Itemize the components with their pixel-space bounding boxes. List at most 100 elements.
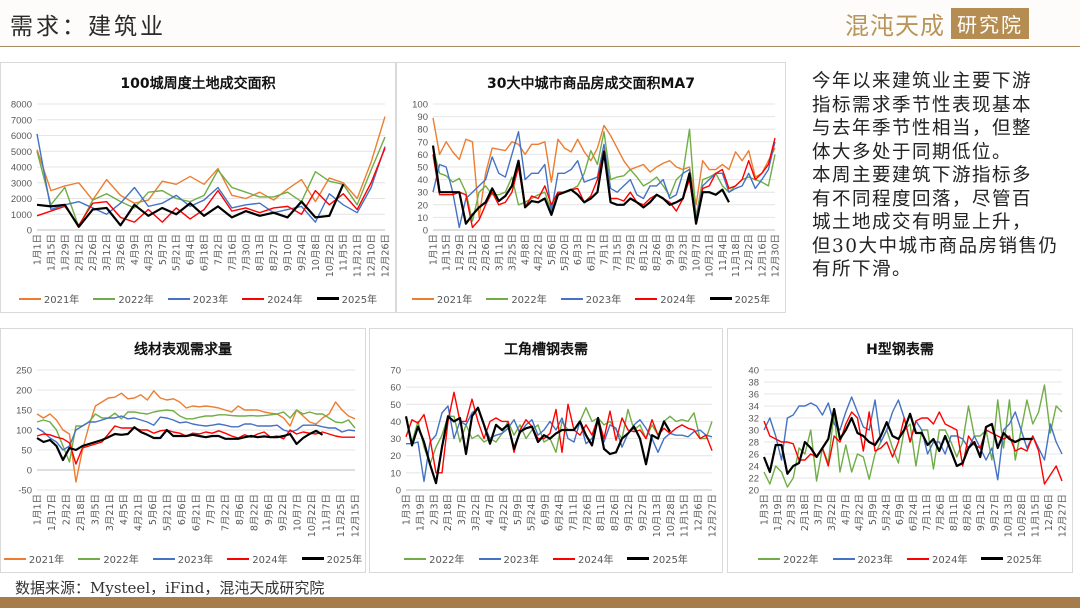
x-tick-label: 7月26日: [936, 494, 947, 531]
x-tick-label: 1月1日: [33, 234, 44, 265]
x-tick-label: 10月8日: [311, 234, 322, 271]
y-tick-label: -50: [18, 486, 32, 497]
y-tick-label: 10: [390, 468, 401, 479]
y-tick-label: 34: [748, 402, 759, 413]
series-line-2022: [36, 136, 386, 228]
legend-label: 2023年: [192, 295, 229, 306]
legend-item: 2025年: [709, 291, 770, 306]
commentary-line: 有所下滑。: [812, 259, 913, 280]
series-line-2025: [762, 407, 1033, 475]
series-line-2024: [36, 425, 355, 465]
legend-item: 2021年: [18, 291, 80, 306]
x-tick-label: 8月27日: [269, 234, 280, 271]
y-tick-label: 2000: [11, 194, 32, 205]
y-tick-label: 4000: [11, 163, 32, 174]
brand-logo: 混沌天成 研究院: [845, 7, 1029, 40]
x-tick-label: 10月21日: [705, 234, 716, 277]
x-tick-label: 10月28日: [1017, 494, 1028, 537]
x-tick-label: 1月3日: [402, 494, 413, 525]
chart-plot: 0 1000 2000 3000 4000 5000 6000 7000 8000 1月1日 1月1…: [11, 100, 392, 278]
commentary-text: 今年以来建筑业主要下游 指标需求季节性表现基本 与去年季节性相当，但整 体大多处于同期…: [812, 70, 1074, 282]
x-tick-label: 3月26日: [116, 234, 127, 271]
series-line-2025: [431, 145, 730, 225]
legend-swatch: [553, 557, 575, 560]
x-tick-label: 2月3日: [787, 494, 798, 525]
legend-swatch: [758, 557, 781, 560]
legend-item: 2022年: [93, 291, 154, 306]
legend-item: 2025年: [316, 291, 377, 306]
commentary-line: 体大多处于同期低位。: [812, 141, 1013, 163]
x-tick-label: 12月16日: [757, 234, 768, 277]
page-title: 需求：建筑业: [10, 14, 166, 40]
x-tick-label: 2月3日: [429, 494, 440, 525]
x-tick-label: 3月12日: [102, 234, 113, 271]
x-tick-label: 12月6日: [694, 494, 705, 531]
y-tick-label: 40: [417, 175, 428, 186]
x-tick-label: 2月2日: [61, 494, 72, 525]
legend-item: 2023年: [560, 291, 621, 306]
y-tick-label: 100: [412, 100, 428, 111]
legend-swatch: [18, 297, 41, 300]
x-tick-label: 5月7日: [158, 234, 169, 265]
x-tick-label: 7月2日: [213, 234, 224, 265]
y-tick-label: 30: [748, 426, 759, 437]
y-tick-label: 1000: [11, 210, 32, 221]
legend-swatch: [316, 297, 339, 300]
x-tick-label: 5月9日: [513, 494, 524, 525]
legend-swatch: [832, 557, 855, 560]
legend-swatch: [167, 297, 190, 300]
x-tick-label: 6月6日: [177, 494, 188, 525]
legend-swatch: [227, 557, 250, 560]
series-line-2025: [36, 183, 345, 228]
x-tick-label: 6月24日: [555, 494, 566, 531]
x-tick-label: 3月7日: [457, 494, 468, 525]
legend-swatch: [152, 557, 175, 560]
x-tick-label: 6月21日: [192, 494, 203, 531]
legend-swatch: [78, 557, 101, 560]
legend-label: 2021年: [43, 295, 80, 306]
legend-item: 2021年: [3, 551, 64, 566]
y-tick-label: 6000: [11, 131, 32, 142]
x-tick-label: 4月5日: [119, 494, 130, 525]
x-tick-label: 6月17日: [586, 234, 597, 271]
x-tick-label: 3月21日: [105, 494, 116, 531]
legend-label: 2022年: [511, 295, 547, 306]
legend-item: 2021年: [411, 291, 472, 306]
x-tick-label: 12月27日: [708, 494, 719, 537]
commentary-line: 城土地成交有明显上升，: [812, 212, 1033, 233]
x-tick-label: 5月24日: [527, 494, 538, 531]
x-tick-label: 11月4日: [718, 234, 729, 271]
legend-item: 2023年: [832, 551, 893, 566]
x-tick-label: 10月22日: [325, 234, 336, 277]
legend-label: 2022年: [429, 555, 465, 566]
y-tick-label: 80: [417, 125, 428, 136]
y-tick-label: 0: [27, 226, 32, 237]
x-tick-label: 7月1日: [600, 234, 611, 265]
legend-item: 2025年: [981, 551, 1042, 566]
x-tick-label: 1月3日: [760, 494, 771, 525]
x-tick-label: 3月22日: [827, 494, 838, 531]
legend-swatch: [301, 557, 324, 560]
x-tick-label: 11月18日: [731, 234, 742, 277]
legend-label: 2024年: [252, 555, 288, 566]
x-tick-label: 1月19日: [415, 494, 426, 531]
x-tick-label: 2月18日: [800, 494, 811, 531]
y-tick-label: 20: [417, 200, 428, 211]
x-tick-label: 11月25日: [336, 494, 347, 537]
y-tick-label: 20: [748, 486, 759, 497]
legend-item: 2022年: [404, 551, 465, 566]
y-tick-label: 7000: [11, 115, 32, 126]
x-tick-label: 12月6日: [1044, 494, 1055, 531]
x-tick-label: 8月11日: [949, 494, 960, 531]
x-tick-label: 9月27日: [638, 494, 649, 531]
x-tick-label: 10月22日: [307, 494, 318, 537]
logo-text: 混沌天成: [845, 11, 945, 40]
x-tick-label: 6月9日: [895, 494, 906, 525]
x-tick-label: 8月12日: [639, 234, 650, 271]
chart-section-steel-demand: 工角槽钢表需 0 10 20 30 40 50 60 70 1月3日 1月19日 2月3日 2月18日 3…: [369, 328, 723, 573]
legend-item: 2022年: [78, 551, 139, 566]
legend-label: 2025年: [1006, 555, 1042, 566]
x-tick-label: 1月17日: [47, 494, 58, 531]
y-tick-label: 32: [748, 414, 759, 425]
